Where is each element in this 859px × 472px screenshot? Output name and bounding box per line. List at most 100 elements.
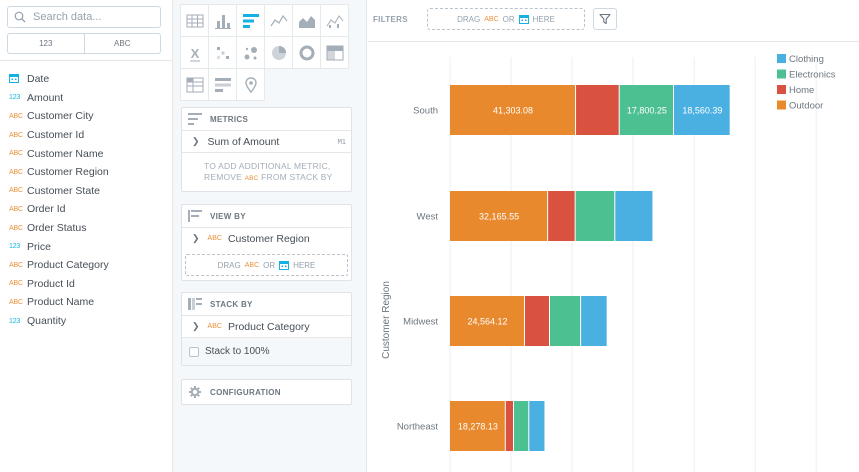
bar-segment-electronics [514, 401, 529, 451]
visualization-type-picker: X [180, 4, 349, 101]
field-item[interactable]: ABC Customer Id [9, 126, 109, 145]
calendar-icon [9, 73, 27, 85]
scatter-icon [326, 14, 343, 28]
viz-type-scatter[interactable] [320, 4, 349, 37]
stackby-bucket: STACK BY ❯ ABC Product Category Stack to… [181, 292, 352, 366]
bullet-icon [214, 77, 231, 92]
field-label: Customer Region [27, 166, 109, 179]
metrics-icon [188, 113, 202, 125]
viz-type-geo[interactable] [236, 68, 265, 101]
viz-type-table[interactable] [180, 4, 209, 37]
bubble-icon [244, 46, 257, 59]
field-label: Customer City [27, 110, 94, 123]
bar-segment-electronics [549, 296, 581, 346]
field-label: Amount [27, 91, 64, 104]
chevron-right-icon[interactable]: ❯ [192, 136, 200, 146]
numeric-filter-button[interactable]: 123 [39, 39, 53, 48]
text-type-icon: ABC [9, 280, 23, 288]
bar-segment-home [576, 85, 619, 135]
field-item[interactable]: ABC Customer Region [9, 163, 109, 182]
bar-segment-clothing [615, 191, 653, 241]
stackby-icon [188, 298, 202, 310]
field-item[interactable]: ABC Product Name [9, 293, 109, 312]
geo-icon [244, 76, 257, 93]
text-type-icon: ABC [9, 298, 23, 306]
viewby-item[interactable]: ❯ ABC Customer Region [182, 227, 351, 249]
text-filter-button[interactable]: ABC [83, 34, 161, 53]
viz-type-bubble[interactable] [236, 36, 265, 69]
legend-swatch [777, 100, 786, 110]
svg-text:X: X [190, 46, 199, 61]
bar-segment-electronics [575, 191, 615, 241]
field-item[interactable]: ABC Product Id [9, 275, 109, 294]
legend-label: Home [789, 85, 814, 96]
field-item[interactable]: 123 Price [9, 237, 109, 256]
viz-type-bar[interactable] [236, 4, 265, 37]
number-type-icon: 123 [9, 317, 21, 325]
metrics-note-line1: To add additional metric, [204, 161, 331, 171]
text-type-icon: ABC [484, 15, 499, 23]
field-label: Price [27, 240, 51, 253]
treemap-icon [326, 45, 343, 60]
viz-type-treemap[interactable] [320, 36, 349, 69]
chart-area: FILTERS DRAG ABC OR HERE South 41,303.08 1… [368, 0, 859, 472]
data-label: 18,560.39 [682, 106, 722, 116]
field-label: Customer Id [27, 129, 85, 142]
text-type-icon: ABC [9, 168, 23, 176]
search-input[interactable]: Search data... [7, 6, 161, 28]
metric-item[interactable]: ❯ Sum of Amount M1 [182, 130, 351, 152]
field-item[interactable]: ABC Product Category [9, 256, 109, 275]
data-label: 24,564.12 [467, 317, 507, 327]
field-item[interactable]: Date [9, 70, 109, 89]
viz-type-bullet[interactable] [208, 68, 237, 101]
viz-type-area[interactable] [292, 4, 321, 37]
viewby-dropzone[interactable]: DRAG ABC OR HERE [185, 254, 348, 276]
category-label: West [417, 212, 439, 223]
filter-button[interactable] [593, 8, 617, 30]
field-label: Customer Name [27, 147, 104, 160]
field-item[interactable]: ABC Customer Name [9, 144, 109, 163]
configuration-section[interactable]: CONFIGURATION [181, 379, 352, 405]
bar-segment-outdoor [450, 296, 524, 346]
stack-to-100-label: Stack to 100% [205, 346, 270, 357]
viewby-title: VIEW BY [210, 211, 246, 221]
legend-swatch [777, 85, 786, 94]
field-item[interactable]: ABC Customer State [9, 182, 109, 201]
area-icon [298, 15, 315, 28]
number-type-icon: 123 [9, 243, 21, 251]
pivot-icon [186, 77, 203, 92]
field-item[interactable]: 123 Quantity [9, 312, 109, 331]
viz-type-pivot[interactable] [180, 68, 209, 101]
metrics-title: METRICS [210, 114, 249, 124]
viz-type-pie[interactable] [264, 36, 293, 69]
viz-type-column[interactable] [208, 4, 237, 37]
chevron-right-icon[interactable]: ❯ [192, 233, 200, 243]
viz-type-headline[interactable]: X [180, 36, 209, 69]
y-axis-title: Customer Region [381, 281, 392, 359]
viz-type-line[interactable] [264, 4, 293, 37]
search-icon [14, 11, 26, 23]
field-label: Customer State [27, 184, 100, 197]
drop-text: DRAG [217, 260, 241, 270]
drop-here: HERE [532, 14, 555, 24]
calendar-icon [518, 15, 529, 24]
field-item[interactable]: ABC Order Status [9, 219, 109, 238]
stackby-label: Product Category [227, 320, 310, 333]
checkbox-icon[interactable] [189, 346, 199, 357]
text-type-icon: ABC [9, 150, 23, 158]
search-placeholder: Search data... [33, 11, 102, 23]
stack-to-100-checkbox[interactable]: Stack to 100% [182, 337, 351, 365]
field-item[interactable]: ABC Customer City [9, 107, 109, 126]
bar-segment-home [524, 296, 549, 346]
metric-badge: M1 [337, 137, 346, 146]
stackby-item[interactable]: ❯ ABC Product Category [182, 315, 351, 337]
viz-type-donut[interactable] [292, 36, 321, 69]
field-item[interactable]: ABC Order Id [9, 200, 109, 219]
field-item[interactable]: 123 Amount [9, 89, 109, 108]
text-type-icon: ABC [9, 131, 23, 139]
viz-type-heatmap[interactable] [208, 36, 237, 69]
text-type-icon: ABC [9, 112, 23, 120]
bar-segment-clothing [674, 85, 730, 135]
chevron-right-icon[interactable]: ❯ [192, 321, 200, 331]
filter-dropzone[interactable]: DRAG ABC OR HERE [427, 8, 585, 30]
